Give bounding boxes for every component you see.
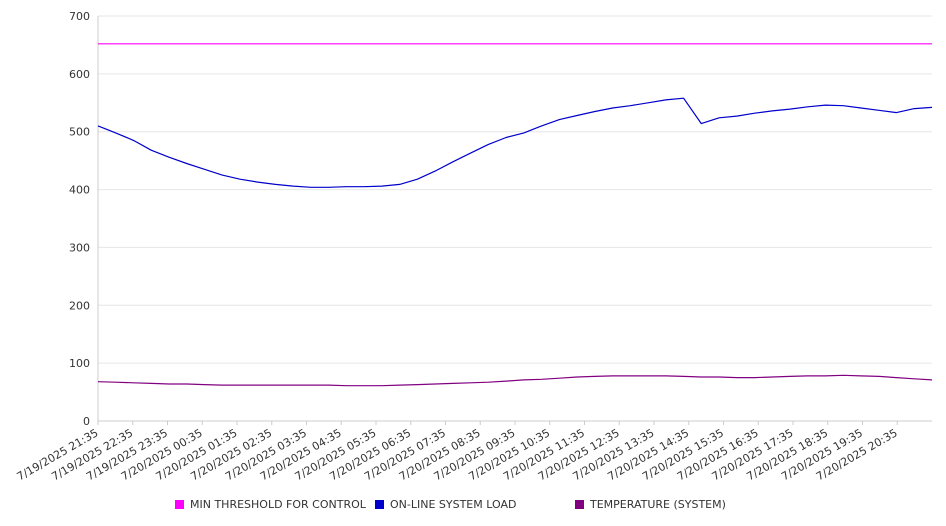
legend-item-temperature[interactable]: TEMPERATURE (SYSTEM) — [575, 498, 726, 511]
gridlines — [98, 15, 932, 422]
y-tick-label: 400 — [69, 184, 90, 197]
legend-swatch-temperature — [575, 500, 584, 509]
legend: MIN THRESHOLD FOR CONTROL ON-LINE SYSTEM… — [0, 498, 946, 514]
y-tick-label: 0 — [83, 415, 90, 428]
legend-label-min-threshold: MIN THRESHOLD FOR CONTROL — [190, 498, 366, 511]
y-tick-labels: 0 100 200 300 400 500 600 700 — [69, 10, 90, 428]
series-lines — [97, 43, 933, 387]
legend-item-system-load[interactable]: ON-LINE SYSTEM LOAD — [375, 498, 516, 511]
series-line-1 — [97, 97, 933, 188]
y-tick-label: 100 — [69, 357, 90, 370]
legend-item-min-threshold[interactable]: MIN THRESHOLD FOR CONTROL — [175, 498, 366, 511]
y-tick-label: 500 — [69, 126, 90, 139]
y-tick-label: 700 — [69, 10, 90, 23]
legend-label-system-load: ON-LINE SYSTEM LOAD — [390, 498, 517, 511]
legend-swatch-min-threshold — [175, 500, 184, 509]
y-tick-label: 600 — [69, 68, 90, 81]
y-tick-label: 200 — [69, 299, 90, 312]
axes — [97, 16, 932, 425]
y-tick-label: 300 — [69, 241, 90, 254]
series-line-2 — [97, 374, 933, 387]
x-tick-labels: 7/19/2025 21:357/19/2025 22:357/19/2025 … — [15, 426, 900, 483]
legend-swatch-system-load — [375, 500, 384, 509]
legend-label-temperature: TEMPERATURE (SYSTEM) — [590, 498, 726, 511]
